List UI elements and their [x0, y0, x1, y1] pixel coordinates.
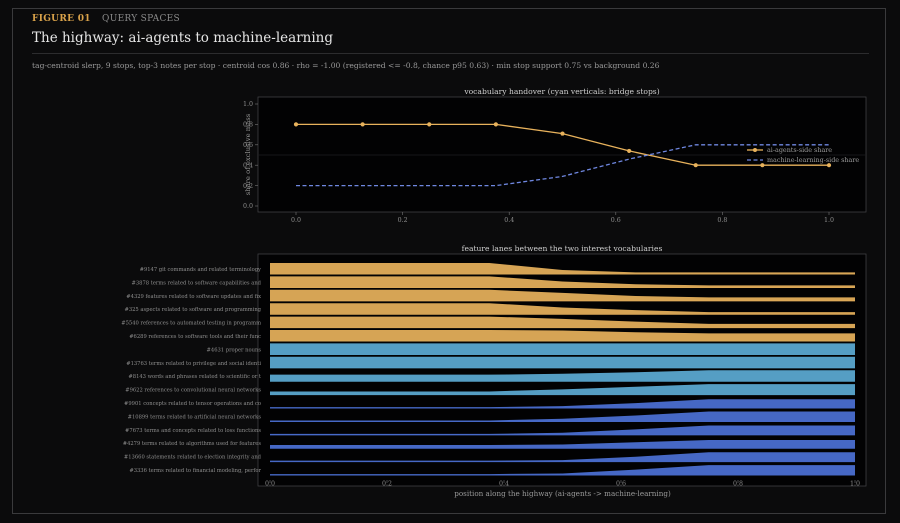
chart2-x-tick-label-0: 0.0 — [265, 481, 275, 488]
figure-subtitle: tag-centroid slerp, 9 stops, top-3 notes… — [32, 61, 660, 70]
chart2-x-tick-label-4: 0.8 — [733, 481, 743, 488]
chart2-lane-area-13 — [270, 440, 855, 449]
chart1-x-tick-label-4: 0.8 — [717, 217, 727, 224]
chart2-lane-area-14 — [270, 452, 855, 462]
chart1-series-line-1 — [296, 144, 829, 187]
chart2-plot-area — [257, 253, 867, 487]
chart2-title: feature lanes between the two interest v… — [462, 244, 663, 253]
page-title: The highway: ai-agents to machine-learni… — [32, 30, 334, 46]
chart1-series-0-point-7 — [760, 163, 765, 168]
chart1-y-tick-label-2: 0.4 — [243, 162, 253, 169]
chart1-x-tick-label-2: 0.4 — [504, 217, 514, 224]
chart2-lane-label-10: #9901 concepts related to tensor operati… — [124, 401, 261, 407]
chart2-lane-label-0: #9147 git commands and related terminolo… — [140, 267, 261, 273]
chart2-lane-area-11 — [270, 411, 855, 422]
chart2-x-axis-label: position along the highway (ai-agents ->… — [454, 489, 671, 498]
chart2-x-tick-label-1: 0.2 — [382, 481, 392, 488]
chart1-legend-label-1: machine-learning-side share — [767, 156, 859, 164]
figure-label: FIGURE 01 QUERY SPACES — [32, 14, 180, 24]
chart1-series-0-point-4 — [560, 131, 565, 136]
chart1-y-tick-label-4: 0.8 — [243, 122, 253, 129]
chart2-lane-label-1: #3878 terms related to software capabili… — [132, 280, 262, 286]
title-divider — [32, 53, 869, 54]
chart1-y-tick-label-1: 0.2 — [243, 183, 253, 190]
chart2-lane-area-5 — [270, 330, 855, 342]
chart1-x-tick-label-0: 0.0 — [291, 217, 301, 224]
chart1-series-0-point-2 — [427, 122, 432, 127]
chart2-lane-label-11: #10899 terms related to artificial neura… — [128, 414, 262, 420]
chart2-lane-label-2: #4329 features related to software updat… — [126, 294, 261, 300]
chart2-lane-area-0 — [270, 263, 855, 275]
chart1-series-0-point-3 — [493, 122, 498, 127]
chart2-x-tick-label-3: 0.6 — [616, 481, 626, 488]
chart1-legend-marker-0 — [753, 148, 757, 152]
chart2-lane-label-15: #3336 terms related to financial modelin… — [129, 468, 261, 474]
chart2-lane-label-14: #13660 statements related to election in… — [124, 455, 262, 461]
chart2-lane-label-7: #13763 terms related to privilege and so… — [126, 361, 261, 367]
chart2-lane-label-5: #6289 references to software tools and t… — [129, 334, 261, 340]
chart1-y-axis-label: share of exclusive mass — [244, 113, 252, 195]
chart2-lane-area-7 — [270, 356, 855, 368]
chart2-lane-label-4: #5540 references to automated testing in… — [121, 321, 261, 327]
chart2-lane-label-13: #4279 terms related to algorithms used f… — [123, 441, 262, 447]
figure-category: QUERY SPACES — [102, 14, 180, 24]
chart1-series-0-point-1 — [360, 122, 365, 127]
chart1-series-0-point-8 — [826, 163, 832, 168]
chart1-x-tick-label-1: 0.2 — [398, 217, 408, 224]
chart2-lane-area-2 — [270, 289, 855, 301]
chart2-lane-area-3 — [270, 303, 855, 315]
chart1-y-tick-label-0: 0.0 — [243, 203, 253, 210]
chart1-series-0-point-5 — [627, 148, 632, 154]
figure-frame — [12, 8, 886, 514]
chart1-x-tick-label-5: 1.0 — [824, 217, 834, 224]
figure-number: FIGURE 01 — [32, 14, 91, 24]
chart1-plot-area — [257, 96, 867, 213]
chart2-lane-area-10 — [270, 399, 855, 409]
chart2-lane-label-6: #4631 proper nouns — [207, 347, 262, 353]
chart2-x-tick-label-2: 0.4 — [499, 481, 509, 488]
chart1-series-0-point-6 — [693, 163, 698, 168]
chart1-x-tick-label-3: 0.6 — [611, 217, 621, 224]
chart2-lane-area-8 — [270, 370, 855, 382]
chart2-lane-area-1 — [270, 276, 855, 288]
chart2-lane-area-4 — [270, 316, 855, 328]
chart2-lane-area-15 — [270, 465, 855, 476]
chart2-lane-label-12: #7673 terms and concepts related to loss… — [125, 428, 261, 434]
chart1-y-tick-label-5: 1.0 — [243, 101, 253, 108]
chart2-lane-area-9 — [270, 384, 855, 395]
chart2-lane-area-12 — [270, 425, 855, 435]
chart1-series-0-point-0 — [293, 122, 299, 127]
chart2-lane-label-8: #8143 words and phrases related to scien… — [128, 374, 261, 380]
chart1-title: vocabulary handover (cyan verticals: bri… — [463, 87, 659, 96]
chart2-lane-area-6 — [270, 343, 855, 355]
chart2-x-tick-label-5: 1.0 — [850, 481, 860, 488]
chart1-y-tick-label-3: 0.6 — [243, 142, 253, 149]
chart2-lane-label-9: #9622 references to convolutional neural… — [125, 388, 261, 394]
chart2-lane-label-3: #325 aspects related to software and pro… — [124, 307, 261, 313]
chart1-legend-label-0: ai-agents-side share — [767, 146, 832, 154]
